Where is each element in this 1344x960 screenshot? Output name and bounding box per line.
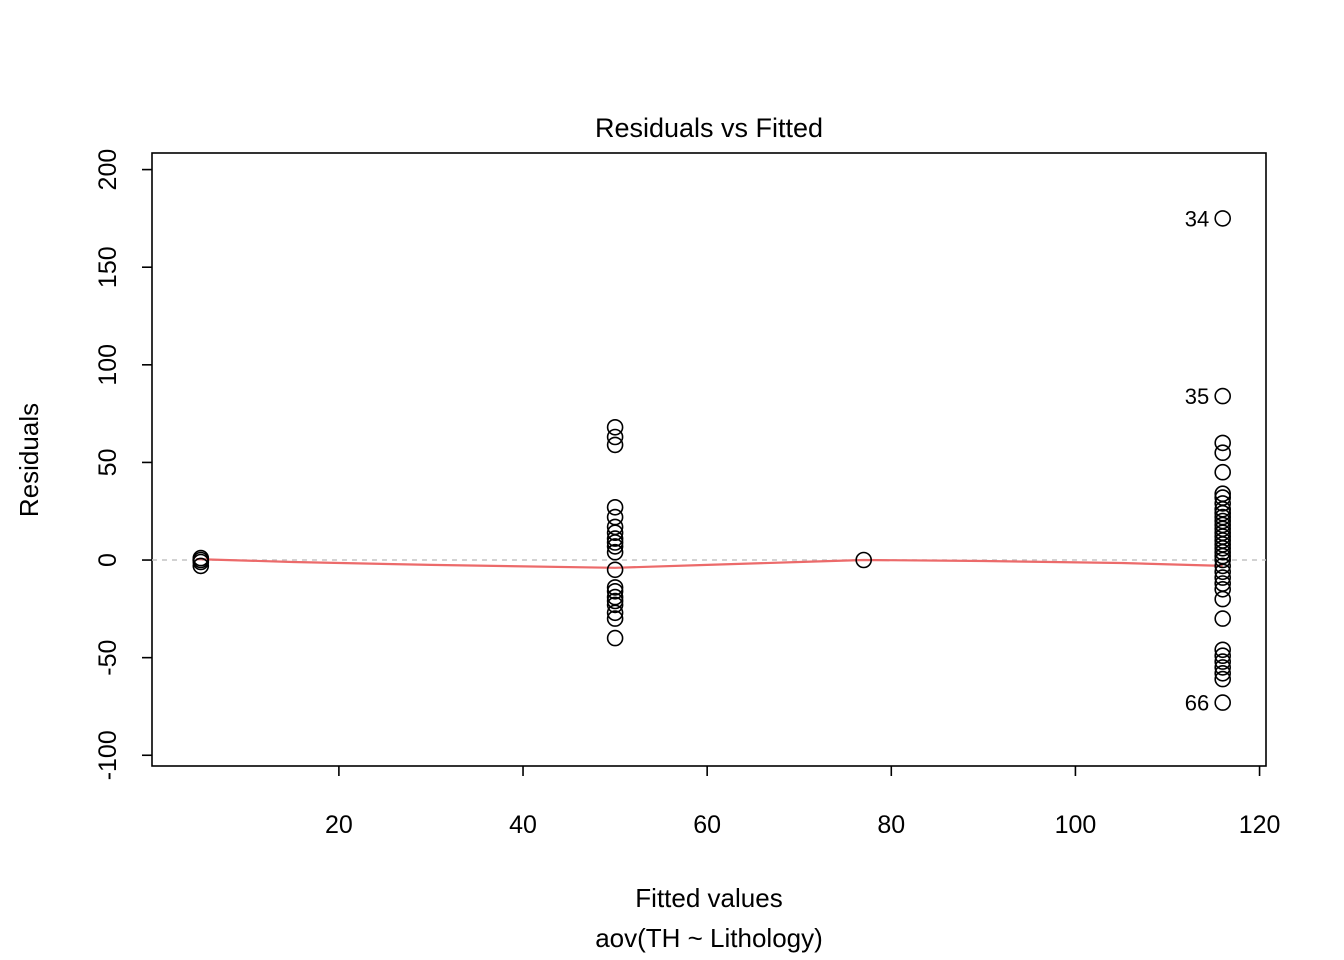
point-label: 34 bbox=[1185, 206, 1209, 231]
data-point bbox=[1214, 563, 1231, 581]
data-point bbox=[1214, 557, 1231, 575]
data-point bbox=[606, 498, 624, 516]
data-point bbox=[1214, 664, 1231, 682]
data-point bbox=[606, 579, 624, 596]
data-point bbox=[192, 557, 210, 575]
data-point bbox=[1214, 463, 1231, 481]
data-point bbox=[1214, 610, 1231, 627]
plot-title: Residuals vs Fitted bbox=[595, 113, 823, 143]
data-point bbox=[1214, 569, 1231, 586]
data-point bbox=[1214, 543, 1231, 561]
data-point bbox=[1214, 210, 1231, 227]
data-point bbox=[606, 561, 624, 579]
data-point bbox=[1214, 694, 1231, 711]
x-axis-subtitle: aov(TH ~ Lithology) bbox=[595, 923, 823, 953]
data-point bbox=[606, 534, 624, 551]
data-point bbox=[606, 418, 624, 436]
data-point bbox=[1214, 495, 1231, 512]
data-point bbox=[606, 436, 624, 454]
axis-ticks: 20 40 60 80 100 120 -100 -50 0 50 100 150 200 bbox=[94, 149, 1280, 839]
data-point bbox=[1214, 434, 1231, 452]
y-tick-label: -50 bbox=[94, 640, 122, 676]
data-point bbox=[606, 543, 624, 561]
data-points bbox=[192, 210, 1231, 711]
data-point bbox=[606, 538, 624, 555]
y-tick-label: 50 bbox=[94, 449, 122, 477]
data-point bbox=[1214, 444, 1231, 462]
data-point bbox=[855, 551, 873, 569]
x-tick-label: 80 bbox=[877, 811, 905, 839]
point-labels: 34 35 66 bbox=[1185, 206, 1209, 715]
data-point bbox=[1214, 590, 1231, 608]
data-point bbox=[1214, 641, 1231, 659]
x-tick-label: 20 bbox=[325, 811, 353, 839]
x-tick-label: 100 bbox=[1055, 811, 1097, 839]
y-tick-label: 200 bbox=[94, 149, 122, 191]
data-point bbox=[1214, 670, 1231, 688]
smooth-line bbox=[196, 558, 1223, 569]
data-point bbox=[606, 604, 624, 622]
data-point bbox=[606, 596, 624, 614]
data-point bbox=[1214, 539, 1231, 557]
data-point bbox=[606, 524, 624, 542]
y-tick-label: 150 bbox=[94, 246, 122, 288]
plot-frame bbox=[151, 152, 1267, 767]
data-point bbox=[606, 428, 624, 446]
y-axis-title: Residuals bbox=[14, 403, 44, 517]
y-tick-label: 0 bbox=[94, 553, 122, 567]
data-point bbox=[606, 530, 624, 547]
x-tick-label: 120 bbox=[1239, 811, 1281, 839]
point-label: 35 bbox=[1185, 384, 1209, 409]
y-tick-label: 100 bbox=[94, 344, 122, 386]
data-point bbox=[606, 582, 624, 600]
x-tick-label: 60 bbox=[693, 811, 721, 839]
point-label: 66 bbox=[1185, 691, 1209, 716]
data-point bbox=[606, 610, 624, 627]
data-point bbox=[1214, 387, 1231, 405]
data-point bbox=[1214, 653, 1231, 670]
data-point bbox=[1214, 551, 1231, 569]
y-tick-label: -100 bbox=[94, 730, 122, 780]
reference-lines bbox=[152, 558, 1266, 569]
x-axis-title: Fitted values bbox=[635, 883, 782, 913]
data-point bbox=[1214, 580, 1231, 598]
data-point bbox=[192, 553, 210, 571]
plot-border bbox=[151, 152, 1267, 767]
data-point bbox=[1214, 647, 1231, 665]
data-point bbox=[606, 592, 624, 610]
data-point bbox=[1214, 659, 1231, 676]
data-point bbox=[606, 629, 624, 647]
x-tick-label: 40 bbox=[509, 811, 537, 839]
